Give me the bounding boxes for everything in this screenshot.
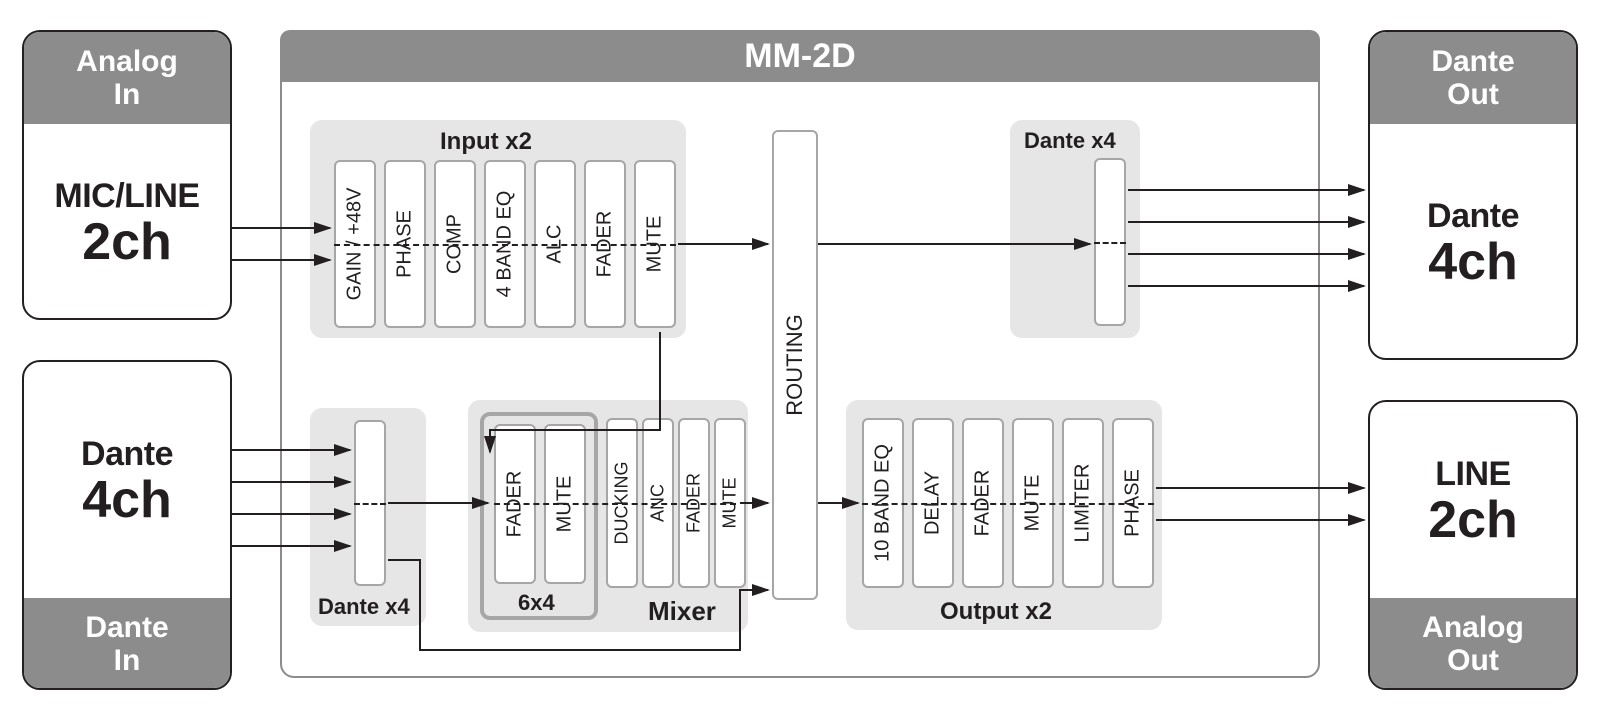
dante-in-dash — [354, 503, 386, 505]
io-analog-in-header: Analog In — [24, 32, 230, 124]
io-dante-out: Dante Out Dante 4ch — [1368, 30, 1578, 360]
output-dash — [862, 503, 1154, 505]
mixer-dash — [494, 503, 736, 505]
io-dante-in-line2: 4ch — [82, 474, 172, 526]
routing-label: ROUTING — [782, 314, 808, 415]
dante-out-dash — [1094, 242, 1126, 244]
diagram-canvas: Analog In MIC/LINE 2ch Dante 4ch Dante I… — [0, 0, 1600, 715]
main-title: MM-2D — [280, 30, 1320, 82]
io-analog-out-footer: Analog Out — [1370, 598, 1576, 690]
io-dante-in-line1: Dante — [81, 435, 173, 474]
output-stage-label: Output x2 — [940, 598, 1052, 626]
io-analog-out: LINE 2ch Analog Out — [1368, 400, 1578, 690]
io-analog-in-line1: MIC/LINE — [54, 177, 199, 216]
routing-box: ROUTING — [772, 130, 818, 600]
io-analog-in-line2: 2ch — [82, 216, 172, 268]
io-analog-out-line2: 2ch — [1428, 494, 1518, 546]
io-analog-in: Analog In MIC/LINE 2ch — [22, 30, 232, 320]
io-dante-out-header: Dante Out — [1370, 32, 1576, 124]
dante-internal-out-label: Dante x4 — [1024, 128, 1116, 154]
io-dante-in: Dante 4ch Dante In — [22, 360, 232, 690]
io-dante-out-line1: Dante — [1427, 197, 1519, 236]
mixer-6x4-label: 6x4 — [518, 590, 555, 616]
io-analog-out-line1: LINE — [1435, 455, 1510, 494]
input-dash — [334, 244, 676, 246]
input-stage-label: Input x2 — [440, 128, 532, 156]
io-dante-out-line2: 4ch — [1428, 236, 1518, 288]
dante-internal-in-label: Dante x4 — [318, 594, 410, 620]
io-dante-in-footer: Dante In — [24, 598, 230, 690]
mixer-label: Mixer — [648, 596, 716, 627]
